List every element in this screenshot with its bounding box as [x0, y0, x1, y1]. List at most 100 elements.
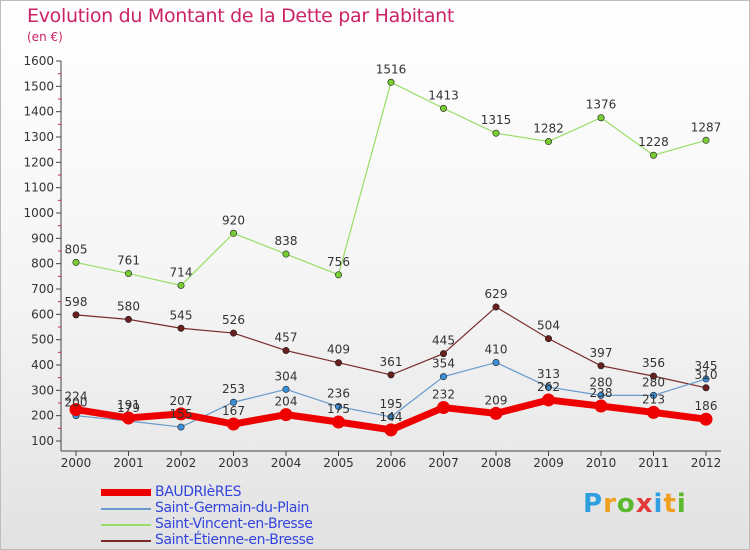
- data-label: 155: [170, 407, 193, 421]
- data-label: 313: [537, 367, 560, 381]
- data-point: [72, 311, 80, 319]
- data-point: [72, 258, 80, 266]
- x-tick-label: 2003: [218, 456, 249, 470]
- logo-letter: i: [676, 489, 687, 519]
- data-point: [492, 129, 500, 137]
- data-label: 580: [117, 299, 140, 313]
- series-layer: [69, 78, 713, 437]
- x-tick-label: 2002: [166, 456, 197, 470]
- data-point: [594, 399, 608, 413]
- legend-swatch: [101, 508, 151, 510]
- legend-label: Saint-Étienne-en-Bresse: [155, 532, 314, 548]
- legend-swatch: [101, 540, 151, 542]
- data-labels: 805 761 714 920 838 756 1516 1413 1315 1282 1376 12…: [65, 62, 722, 424]
- data-point: [334, 271, 342, 279]
- data-label: 409: [327, 343, 350, 357]
- y-tick-label: 200: [31, 409, 54, 423]
- proxiti-logo: Proxiti: [583, 489, 687, 519]
- data-label: 238: [590, 386, 613, 400]
- data-label: 1376: [586, 98, 617, 112]
- data-label: 209: [485, 393, 508, 407]
- y-tick-label: 1000: [23, 206, 54, 220]
- data-point: [387, 78, 395, 86]
- legend-label: BAUDRIèRES: [155, 484, 242, 500]
- y-tick-label: 1600: [23, 54, 54, 68]
- data-point: [544, 335, 552, 343]
- data-point: [702, 384, 710, 392]
- logo-letter: P: [583, 489, 604, 519]
- data-point: [332, 415, 345, 429]
- data-label: 629: [485, 287, 508, 301]
- data-label: 253: [222, 382, 245, 396]
- data-point: [489, 406, 503, 420]
- data-point: [544, 383, 552, 391]
- data-label: 361: [380, 355, 403, 369]
- data-point: [597, 391, 605, 399]
- data-label: 262: [537, 380, 560, 394]
- data-label: 761: [117, 254, 140, 268]
- data-label: 175: [327, 402, 350, 416]
- data-point: [439, 350, 447, 358]
- data-label: 545: [170, 308, 193, 322]
- chart-title: Evolution du Montant de la Dette par Hab…: [27, 5, 455, 27]
- data-label: 1516: [376, 62, 407, 76]
- data-point: [227, 417, 240, 431]
- x-tick-label: 2004: [271, 456, 302, 470]
- data-label: 457: [275, 331, 298, 345]
- data-point: [177, 281, 185, 289]
- data-label: 714: [170, 265, 193, 279]
- data-point: [492, 303, 500, 311]
- legend-item-2: Saint-Vincent-en-Bresse: [101, 516, 401, 533]
- data-label: 213: [642, 392, 665, 406]
- y-tick-label: 100: [31, 434, 54, 448]
- data-point: [647, 405, 660, 419]
- data-label: 445: [432, 334, 455, 348]
- data-label: 598: [65, 295, 88, 309]
- data-point: [230, 229, 238, 237]
- data-point: [597, 114, 605, 122]
- y-tick-label: 300: [31, 383, 54, 397]
- data-label: 195: [380, 397, 403, 411]
- data-label: 756: [327, 255, 350, 269]
- y-tick-label: 1500: [23, 79, 54, 93]
- data-point: [649, 151, 657, 159]
- data-label: 280: [642, 375, 665, 389]
- data-point: [439, 373, 447, 381]
- data-point: [542, 393, 555, 407]
- data-label: 191: [117, 398, 140, 412]
- data-label: 526: [222, 313, 245, 327]
- data-label: 310: [695, 368, 718, 382]
- data-label: 1287: [691, 120, 722, 134]
- data-label: 1413: [428, 88, 459, 102]
- data-label: 356: [642, 356, 665, 370]
- data-label: 410: [485, 342, 508, 356]
- y-tick-label: 500: [31, 333, 54, 347]
- data-label: 204: [275, 395, 298, 409]
- data-label: 280: [590, 375, 613, 389]
- data-label: 1282: [533, 122, 564, 136]
- data-point: [177, 324, 185, 332]
- data-label: 200: [65, 396, 88, 410]
- y-tick-label: 1100: [23, 181, 54, 195]
- data-point: [649, 391, 657, 399]
- data-label: 224: [65, 390, 88, 404]
- legend-item-3: Saint-Étienne-en-Bresse: [101, 532, 401, 549]
- legend-swatch: [101, 524, 151, 526]
- data-point: [387, 413, 395, 421]
- data-point: [439, 104, 447, 112]
- data-label: 397: [590, 346, 613, 360]
- data-label: 167: [222, 404, 245, 418]
- x-tick-label: 2011: [638, 456, 669, 470]
- data-label: 186: [695, 399, 718, 413]
- data-point: [384, 423, 398, 437]
- data-label: 805: [65, 242, 88, 256]
- x-tick-label: 2008: [481, 456, 512, 470]
- y-tick-label: 700: [31, 282, 54, 296]
- data-point: [702, 375, 710, 383]
- data-point: [122, 411, 135, 425]
- x-tick-label: 2009: [533, 456, 564, 470]
- data-label: 504: [537, 319, 560, 333]
- data-point: [177, 423, 185, 431]
- y-tick-label: 1400: [23, 105, 54, 119]
